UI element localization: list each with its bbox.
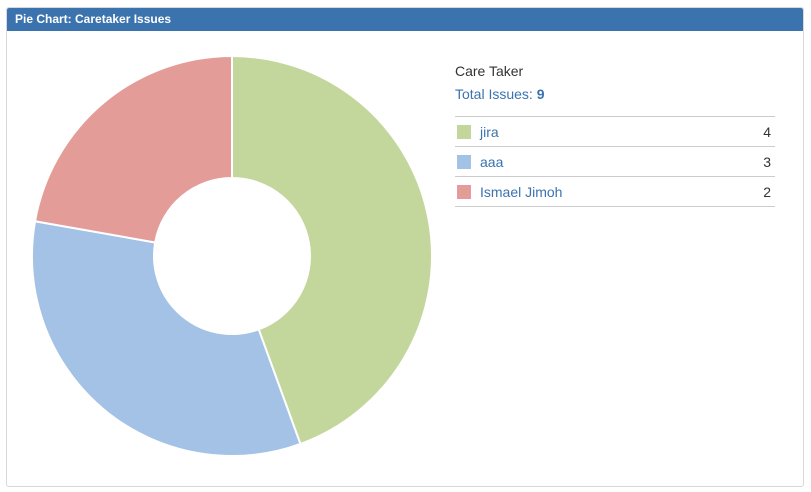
donut-chart-area <box>27 51 437 461</box>
total-issues-value: 9 <box>536 86 545 102</box>
legend-label-ismael-jimoh[interactable]: Ismael Jimoh <box>480 183 563 200</box>
legend-row: Ismael Jimoh 2 <box>455 177 775 207</box>
total-issues-label: Total Issues: <box>455 86 533 102</box>
pie-slice-ismael-jimoh[interactable] <box>34 55 233 244</box>
total-issues-link[interactable]: Total Issues: 9 <box>455 86 775 102</box>
legend-label-jira[interactable]: jira <box>480 123 499 140</box>
legend-row: aaa 3 <box>455 147 775 177</box>
gadget-title: Pie Chart: Caretaker Issues <box>15 12 172 26</box>
gadget-title-bar: Pie Chart: Caretaker Issues <box>7 8 803 31</box>
pie-chart-gadget: Pie Chart: Caretaker Issues Care Taker T… <box>6 7 804 487</box>
legend-row: jira 4 <box>455 117 775 147</box>
chart-legend: Care Taker Total Issues: 9 jira 4 aaa 3 <box>455 63 775 461</box>
legend-label-aaa[interactable]: aaa <box>480 153 504 170</box>
pie-slice-aaa[interactable] <box>31 220 302 458</box>
gadget-content: Care Taker Total Issues: 9 jira 4 aaa 3 <box>7 31 803 461</box>
pie-slice-jira[interactable] <box>231 55 434 445</box>
legend-table: jira 4 aaa 3 Ismael Jimoh 2 <box>455 116 775 207</box>
legend-value-aaa: 3 <box>763 153 771 170</box>
pie-chart <box>31 55 434 458</box>
legend-swatch-aaa <box>457 154 471 169</box>
legend-swatch-ismael-jimoh <box>457 184 471 199</box>
legend-swatch-jira <box>457 124 471 139</box>
legend-value-ismael-jimoh: 2 <box>763 183 771 200</box>
legend-group-label: Care Taker <box>455 63 524 79</box>
legend-value-jira: 4 <box>763 123 771 140</box>
